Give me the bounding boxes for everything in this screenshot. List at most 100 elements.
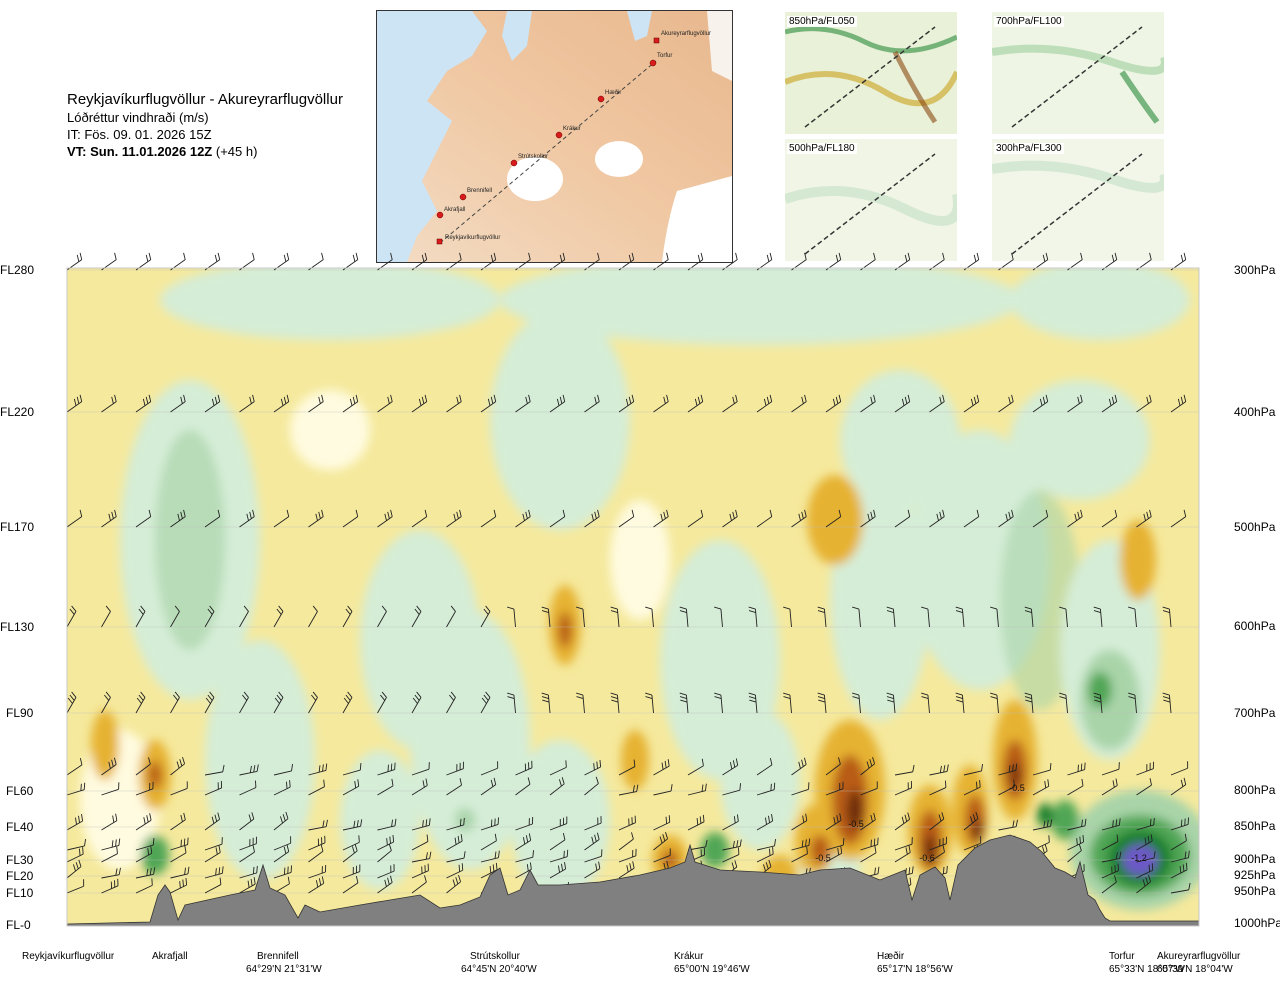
wind-barb bbox=[480, 252, 497, 271]
wind-barb bbox=[549, 833, 566, 851]
wind-barb bbox=[817, 606, 827, 628]
wind-barb bbox=[342, 394, 359, 413]
level-label-fl: FL40 bbox=[6, 820, 34, 834]
wind-barb bbox=[101, 605, 111, 628]
wind-barb bbox=[998, 819, 1018, 831]
wind-barb bbox=[576, 606, 585, 628]
valid-time: VT: Sun. 11.01.2026 12Z (+45 h) bbox=[67, 143, 343, 160]
wind-barb bbox=[1128, 692, 1137, 714]
wind-barb bbox=[515, 862, 532, 879]
field-cell bbox=[847, 790, 863, 830]
wind-barb bbox=[1170, 394, 1187, 413]
wind-barb bbox=[860, 394, 876, 413]
location-name: Hæðir bbox=[877, 951, 905, 962]
map-label-strutskollur: Strútskollur bbox=[518, 154, 548, 160]
wind-barb bbox=[783, 692, 792, 714]
wind-barb bbox=[101, 813, 118, 831]
wind-barb bbox=[860, 781, 878, 796]
wind-barb bbox=[446, 874, 462, 894]
wind-barb bbox=[204, 691, 215, 714]
wind-barb bbox=[273, 836, 292, 851]
wind-barb bbox=[653, 848, 671, 863]
wind-barb bbox=[204, 252, 221, 271]
wind-barb bbox=[411, 834, 429, 851]
wind-barb bbox=[679, 606, 689, 628]
field-cell bbox=[621, 730, 649, 790]
wind-barb bbox=[411, 394, 428, 413]
wind-barb bbox=[507, 606, 516, 628]
level-label-fl: FL220 bbox=[0, 405, 35, 419]
location-name: Reykjavíkurflugvöllur bbox=[22, 951, 115, 962]
wind-barb bbox=[1032, 763, 1052, 776]
wind-barb bbox=[549, 394, 566, 413]
wind-barb bbox=[584, 509, 600, 528]
wind-barb bbox=[480, 862, 498, 879]
wind-barb bbox=[618, 832, 634, 851]
wind-barb bbox=[929, 252, 945, 271]
wind-barb bbox=[929, 509, 945, 528]
wind-barb bbox=[722, 758, 739, 776]
wind-barb bbox=[860, 252, 876, 271]
wind-barb bbox=[541, 692, 551, 714]
wind-barb bbox=[170, 509, 186, 528]
wind-barb bbox=[791, 252, 807, 271]
wind-barb bbox=[1170, 850, 1190, 863]
wind-barb bbox=[377, 864, 395, 879]
wind-barb bbox=[446, 761, 464, 776]
wind-barb bbox=[1032, 509, 1049, 528]
wind-barb bbox=[756, 509, 773, 528]
wind-barb bbox=[791, 394, 807, 413]
wind-barb bbox=[239, 605, 249, 628]
wind-barb bbox=[894, 780, 913, 796]
wind-barb bbox=[687, 252, 704, 271]
wind-barb bbox=[584, 832, 600, 851]
route-map: Akureyrarflugvöllur Torfur Hæðir Krákur … bbox=[376, 10, 733, 263]
wind-barb bbox=[480, 691, 491, 714]
wind-barb bbox=[894, 845, 911, 863]
wind-barb bbox=[653, 509, 669, 528]
wind-barb bbox=[377, 834, 395, 851]
wind-barb bbox=[239, 394, 255, 413]
level-map-label: 500hPa/FL180 bbox=[787, 143, 857, 154]
wind-barb bbox=[894, 764, 915, 776]
wind-barb bbox=[411, 818, 431, 831]
wind-barb bbox=[963, 763, 983, 776]
wind-barb bbox=[722, 394, 738, 413]
wind-barb bbox=[515, 394, 531, 413]
field-cell bbox=[1010, 268, 1190, 340]
field-cell bbox=[455, 808, 475, 832]
wind-barb bbox=[618, 394, 635, 413]
field-cell bbox=[807, 475, 863, 565]
field-cell bbox=[1080, 650, 1140, 750]
map-label-akrafjall: Akrafjall bbox=[444, 207, 465, 213]
wind-barb bbox=[687, 394, 704, 413]
wind-barb bbox=[101, 867, 121, 879]
wind-barb bbox=[860, 837, 879, 851]
field-cell bbox=[160, 268, 500, 340]
wind-barb bbox=[342, 509, 359, 528]
wind-barb bbox=[1162, 606, 1172, 628]
wind-barb bbox=[963, 509, 980, 528]
wind-barb bbox=[645, 606, 654, 628]
wind-barb bbox=[921, 692, 930, 714]
wind-barb bbox=[101, 509, 117, 528]
wind-barb bbox=[480, 509, 497, 528]
field-cell bbox=[973, 818, 983, 842]
wind-barb bbox=[377, 252, 393, 271]
wind-barb bbox=[549, 760, 567, 776]
level-map-label: 700hPa/FL100 bbox=[994, 16, 1064, 27]
field-cell bbox=[1010, 380, 1150, 500]
wind-barb bbox=[377, 509, 393, 528]
wind-barb bbox=[653, 252, 669, 271]
wind-barb bbox=[135, 867, 156, 879]
issue-time: IT: Fös. 09. 01. 2026 15Z bbox=[67, 127, 212, 142]
wind-barb bbox=[1136, 817, 1155, 831]
wind-barb bbox=[955, 692, 965, 714]
wind-barb bbox=[480, 605, 491, 628]
wind-barb bbox=[515, 252, 531, 271]
wind-barb bbox=[990, 692, 999, 714]
wind-barb bbox=[791, 838, 811, 851]
wind-barb bbox=[618, 252, 635, 271]
wind-barb bbox=[1024, 692, 1034, 714]
